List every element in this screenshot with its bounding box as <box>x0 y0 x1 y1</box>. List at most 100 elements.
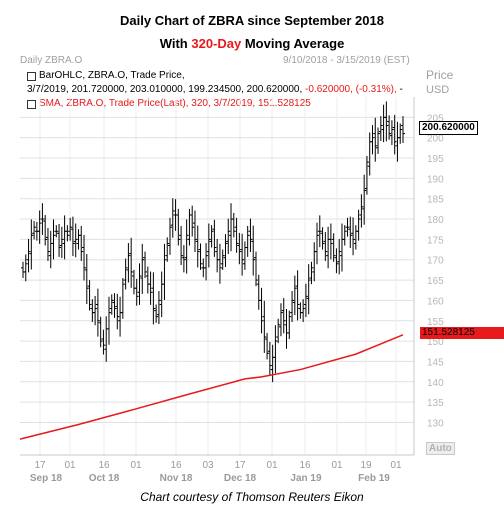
ohlc-bar <box>223 234 228 268</box>
x-day-tick: 17 <box>234 460 246 471</box>
bar-series-checkbox[interactable] <box>27 72 36 81</box>
ohlc-bar <box>306 264 311 315</box>
date-range: 9/10/2018 - 3/15/2019 (EST) <box>283 55 410 66</box>
ohlc-bar <box>253 251 258 287</box>
ohlc-bar <box>265 332 270 360</box>
gridlines <box>20 97 414 455</box>
ohlc-bar <box>312 242 317 282</box>
ohlc-bar <box>284 308 289 349</box>
ohlc-bar <box>392 114 397 155</box>
ohlc-bar <box>331 233 336 262</box>
x-day-tick: 16 <box>299 460 311 471</box>
ohlc-bar <box>126 243 131 283</box>
x-month-label: Oct 18 <box>89 473 120 484</box>
ohlc-bar <box>184 219 189 274</box>
y-tick-labels: 130 135 140 145 150 155 160 165 170 175 180 185 190 1… <box>427 113 444 429</box>
panel-name: Daily ZBRA.O <box>20 55 83 66</box>
x-month-label: Jan 19 <box>290 473 322 484</box>
ohlc-bar <box>370 125 375 155</box>
ohlc-bar <box>334 248 339 274</box>
ohlc-bar <box>181 245 186 273</box>
y-tick-label: 190 <box>427 174 444 185</box>
ohlc-bar <box>281 297 286 334</box>
ohlc-bar <box>165 237 170 262</box>
ohlc-bar <box>21 261 25 279</box>
ohlc-bar <box>190 205 195 237</box>
bar-values-text: 3/7/2019, 201.720000, 203.010000, 199.23… <box>27 84 303 95</box>
y-tick-label: 170 <box>427 256 444 267</box>
ohlc-bars <box>21 101 405 383</box>
subtitle-highlight: 320-Day <box>191 36 242 51</box>
chart-title: Daily Chart of ZBRA since September 2018 <box>120 13 384 28</box>
ohlc-bar <box>315 222 320 265</box>
x-month-label: Sep 18 <box>30 473 63 484</box>
ohlc-bar <box>356 209 361 241</box>
ohlc-bar <box>278 303 283 337</box>
ohlc-bar <box>237 232 242 265</box>
ohlc-bar <box>290 291 295 322</box>
ohlc-bar <box>204 243 209 281</box>
ohlc-bar <box>134 278 139 306</box>
ohlc-bar <box>101 329 106 355</box>
ohlc-bar <box>120 278 125 319</box>
x-day-tick: 01 <box>64 460 76 471</box>
ohlc-bar <box>156 291 161 325</box>
ohlc-bar <box>90 299 95 322</box>
ohlc-bar <box>26 238 31 273</box>
ohlc-bar <box>342 225 347 246</box>
ohlc-bar <box>65 225 70 242</box>
ohlc-bar <box>140 243 145 294</box>
subtitle-post: Moving Average <box>241 36 345 51</box>
ohlc-bar <box>259 287 264 334</box>
ohlc-bar <box>229 203 234 252</box>
ohlc-bar <box>112 293 117 318</box>
ohlc-bar <box>59 226 64 259</box>
ohlc-bar <box>398 123 403 144</box>
ohlc-bar <box>387 115 392 140</box>
x-day-tick: 01 <box>390 460 402 471</box>
bar-series-label: BarOHLC, ZBRA.O, Trade Price, <box>39 70 185 81</box>
y-tick-label: 135 <box>427 398 444 409</box>
y-tick-label: 175 <box>427 235 444 246</box>
ohlc-bar <box>287 310 292 340</box>
ohlc-bar <box>251 225 256 276</box>
x-month-label: Nov 18 <box>160 473 193 484</box>
ohlc-bar <box>70 216 75 257</box>
bar-tail-text: - <box>399 84 403 95</box>
ohlc-bar <box>198 243 203 270</box>
ohlc-bar <box>62 215 67 260</box>
last-price-tag: 200.620000 <box>419 121 478 135</box>
ohlc-bar <box>51 219 56 260</box>
ohlc-bar <box>40 203 45 235</box>
ohlc-bar <box>384 101 389 142</box>
ohlc-bar <box>301 299 306 322</box>
ohlc-bar <box>29 219 34 270</box>
ohlc-bar <box>320 227 325 250</box>
ohlc-bar <box>131 269 136 295</box>
ohlc-bar <box>367 132 372 176</box>
ohlc-bar <box>248 218 253 252</box>
ohlc-bar <box>162 243 167 301</box>
ohlc-bar <box>32 221 37 240</box>
auto-scale-button[interactable]: Auto <box>426 442 455 455</box>
ohlc-bar <box>234 217 239 253</box>
ohlc-bar <box>192 210 197 252</box>
ohlc-bar <box>84 254 89 305</box>
ohlc-bar <box>43 214 48 246</box>
ohlc-bar <box>351 217 356 256</box>
ohlc-bar <box>87 280 92 311</box>
ohlc-bar <box>143 251 148 279</box>
ohlc-bar <box>295 270 300 321</box>
y-tick-label: 200 <box>427 134 444 145</box>
ohlc-bar <box>389 120 394 146</box>
ohlc-bar <box>123 258 128 290</box>
ohlc-bar <box>23 254 28 282</box>
x-day-tick: 16 <box>170 460 182 471</box>
ohlc-bar <box>54 225 59 238</box>
price-axis-label: Price <box>426 68 454 82</box>
sma-series-label: SMA, ZBRA.O, Trade Price(Last), 320, 3/7… <box>39 98 311 109</box>
ohlc-bar <box>93 295 98 326</box>
sma-series-checkbox[interactable] <box>27 100 36 109</box>
ohlc-bar <box>267 341 272 375</box>
